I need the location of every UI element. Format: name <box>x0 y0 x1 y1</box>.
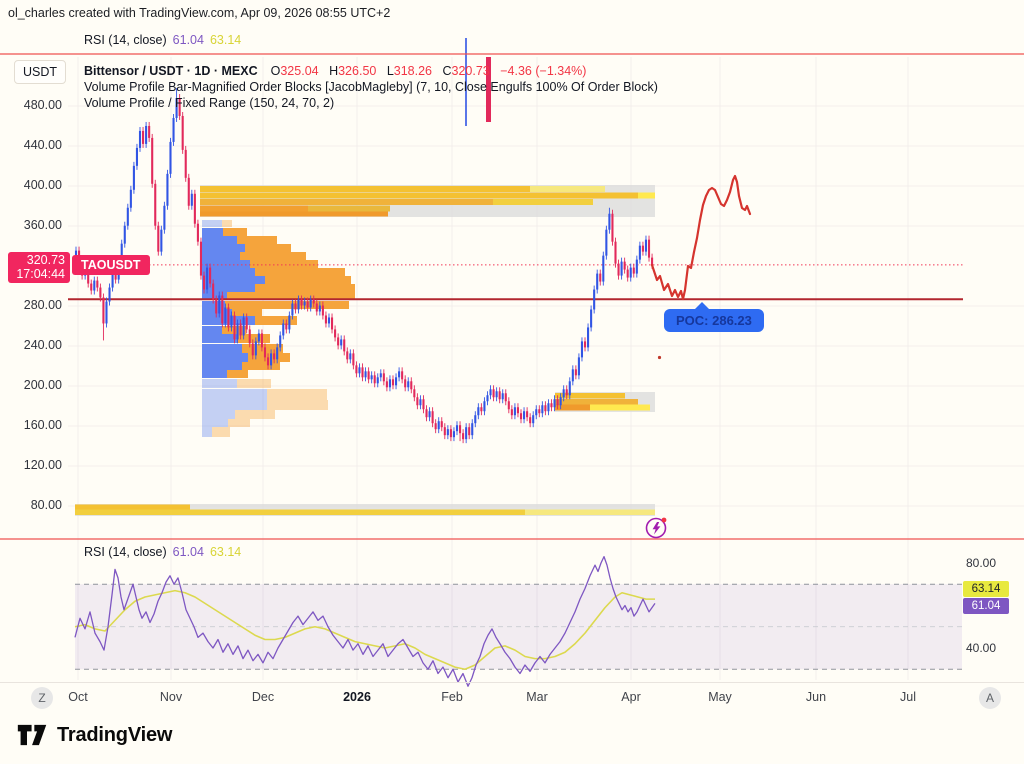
rsi-value: 61.04 <box>172 545 204 559</box>
price-tick-label: 280.00 <box>23 298 62 312</box>
auto-scale-button[interactable]: A <box>979 687 1001 709</box>
timezone-button[interactable]: Z <box>31 687 53 709</box>
price-tick-label: 160.00 <box>23 418 62 432</box>
price-tick-label: 480.00 <box>23 98 62 112</box>
price-tick-label: 440.00 <box>23 138 62 152</box>
poc-tooltip: POC: 286.23 <box>664 302 764 332</box>
open-label: O <box>270 64 281 78</box>
change-value: −4.36 (−1.34%) <box>500 64 587 78</box>
time-axis-label-jun[interactable]: Jun <box>805 690 827 704</box>
price-tick-label: 120.00 <box>23 458 62 472</box>
rsi-label: RSI (14, close) <box>84 545 167 559</box>
price-tick-label: 360.00 <box>23 218 62 232</box>
time-axis-label-2026[interactable]: 2026 <box>343 690 371 704</box>
symbol-header[interactable]: Bittensor / USDT · 1D · MEXC O325.04 H32… <box>84 64 586 78</box>
current-price-badge: 320.73 17:04:44 <box>8 252 70 283</box>
rsi-pane-header[interactable]: RSI (14, close) 61.04 63.14 <box>84 545 241 559</box>
bar-countdown: 17:04:44 <box>16 266 65 281</box>
indicator-vp-order-blocks[interactable]: Volume Profile Bar-Magnified Order Block… <box>84 80 658 94</box>
symbol-price-line-label[interactable]: TAOUSDT <box>72 255 150 275</box>
high-value: 326.50 <box>338 64 377 78</box>
price-tick-label: 400.00 <box>23 178 62 192</box>
current-price-value: 320.73 <box>26 253 65 267</box>
low-label: L <box>386 64 394 78</box>
tradingview-logo-text: TradingView <box>57 723 173 746</box>
top-rsi-label: RSI (14, close) <box>84 33 167 47</box>
price-tick-label: 200.00 <box>23 378 62 392</box>
time-axis-label-may[interactable]: May <box>708 690 732 704</box>
price-tick-label: 240.00 <box>23 338 62 352</box>
rsi-yellow-badge: 63.14 <box>963 581 1009 597</box>
rsi-ma-value: 63.14 <box>209 545 242 559</box>
time-axis-label-jul[interactable]: Jul <box>900 690 916 704</box>
attribution-text: ol_charles created with TradingView.com,… <box>8 6 391 20</box>
rsi-purple-badge: 61.04 <box>963 598 1009 614</box>
top-rsi-ma-value: 63.14 <box>209 33 242 47</box>
time-axis-label-dec[interactable]: Dec <box>251 690 275 704</box>
rsi-tick-label: 80.00 <box>966 556 997 570</box>
rsi-tick-label: 40.00 <box>966 641 997 655</box>
time-axis-label-nov[interactable]: Nov <box>159 690 183 704</box>
top-rsi-pane-header[interactable]: RSI (14, close) 61.04 63.14 <box>84 33 241 47</box>
time-axis-label-feb[interactable]: Feb <box>441 690 463 704</box>
currency-axis-button[interactable]: USDT <box>14 60 66 84</box>
flash-lightning-icon[interactable] <box>644 514 670 540</box>
indicator-vp-fixed-range[interactable]: Volume Profile / Fixed Range (150, 24, 7… <box>84 96 335 110</box>
close-label: C <box>442 64 452 78</box>
open-value: 325.04 <box>280 64 319 78</box>
time-axis-label-apr[interactable]: Apr <box>621 690 641 704</box>
top-rsi-value: 61.04 <box>172 33 204 47</box>
close-value: 320.73 <box>451 64 490 78</box>
symbol-title: Bittensor / USDT · 1D · MEXC <box>84 64 258 78</box>
time-axis-label-oct[interactable]: Oct <box>68 690 88 704</box>
tradingview-logo-icon <box>17 724 47 746</box>
high-label: H <box>329 64 339 78</box>
price-tick-label: 80.00 <box>30 498 62 512</box>
tradingview-logo[interactable]: TradingView <box>16 722 172 748</box>
time-axis-label-mar[interactable]: Mar <box>526 690 548 704</box>
low-value: 318.26 <box>393 64 433 78</box>
